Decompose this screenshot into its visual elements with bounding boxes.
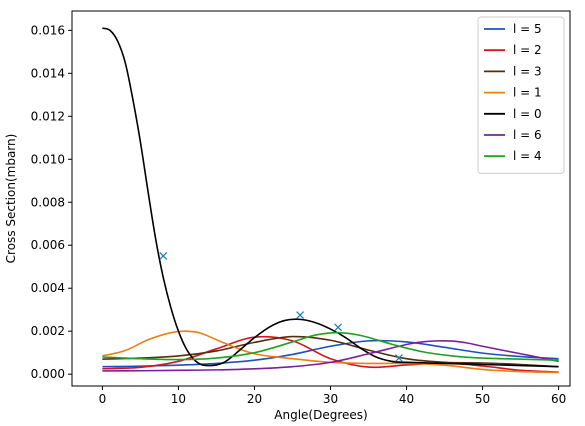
legend-label-2: l = 3: [513, 64, 542, 78]
series-line-5: [102, 339, 559, 372]
series-line-2: [102, 335, 559, 368]
series-line-1: [102, 335, 559, 373]
y-tick-label-1: 0.002: [31, 324, 65, 338]
y-tick-label-8: 0.016: [31, 23, 65, 37]
series-line-0: [102, 339, 559, 368]
y-tick-label-0: 0.000: [31, 367, 65, 381]
x-tick-label-0: 0: [99, 392, 107, 406]
legend-label-5: l = 6: [513, 128, 542, 142]
x-tick-label-6: 60: [551, 392, 566, 406]
y-axis-label: Cross Section(mbarn): [4, 134, 18, 264]
series-line-3: [102, 330, 559, 374]
legend: l = 5 l = 2 l = 3 l = 1 l = 0 l = 6 l = 4: [477, 16, 565, 174]
legend-label-1: l = 2: [513, 43, 542, 57]
x-tick-label-3: 30: [323, 392, 338, 406]
data-marker-2: [334, 323, 343, 332]
x-tick-label-1: 10: [171, 392, 186, 406]
y-tick-label-7: 0.014: [31, 66, 65, 80]
y-tick-label-4: 0.008: [31, 195, 65, 209]
legend-label-4: l = 0: [513, 107, 542, 121]
legend-label-0: l = 5: [513, 22, 542, 36]
data-marker-3: [395, 354, 403, 362]
legend-label-6: l = 4: [513, 149, 542, 163]
y-tick-label-2: 0.004: [31, 281, 65, 295]
series-line-6: [102, 331, 559, 362]
y-axis-ticks: 0.000 0.002 0.004 0.006 0.008 0.010 0.012 0.014…: [31, 23, 72, 381]
plot-frame: [71, 10, 571, 387]
x-tick-label-4: 40: [399, 392, 414, 406]
marker-layer: [159, 252, 403, 362]
data-marker-1: [296, 311, 305, 320]
y-tick-label-6: 0.012: [31, 109, 65, 123]
y-tick-label-3: 0.006: [31, 238, 65, 252]
x-axis-ticks: 0 10 20 30 40 50 60: [99, 386, 566, 406]
y-tick-label-5: 0.010: [31, 152, 65, 166]
x-tick-label-5: 50: [475, 392, 490, 406]
legend-label-3: l = 1: [513, 86, 542, 100]
series-layer: [102, 27, 559, 374]
x-tick-label-2: 20: [247, 392, 262, 406]
x-axis-label: Angle(Degrees): [274, 408, 367, 422]
data-marker-0: [159, 252, 168, 260]
series-line-4: [102, 27, 559, 368]
